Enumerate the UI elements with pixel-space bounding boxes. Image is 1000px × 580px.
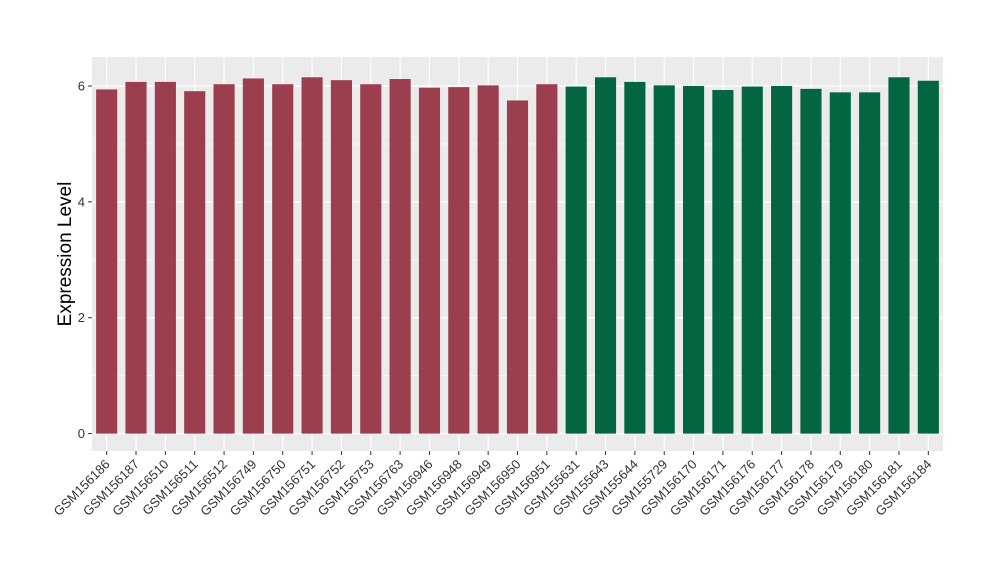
x-axis: GSM156186GSM156187GSM156510GSM156511GSM1… — [51, 451, 934, 519]
y-tick-label: 0 — [78, 426, 85, 441]
bar-GSM156184 — [917, 80, 939, 434]
bar-GSM156186 — [96, 89, 118, 434]
bar-GSM155729 — [653, 85, 675, 434]
bar-GSM156511 — [184, 91, 206, 434]
bar-GSM156512 — [213, 84, 235, 434]
bar-GSM156951 — [536, 84, 558, 434]
bar-GSM156177 — [771, 85, 793, 434]
y-tick-label: 6 — [78, 78, 85, 93]
bar-GSM156950 — [506, 100, 529, 434]
bars — [96, 77, 939, 434]
y-tick-label: 2 — [78, 310, 85, 325]
bar-GSM155631 — [565, 86, 587, 434]
bar-GSM156752 — [330, 80, 352, 434]
bar-GSM156179 — [829, 92, 851, 434]
bar-GSM156751 — [301, 77, 323, 434]
bar-GSM156750 — [272, 84, 294, 434]
bar-GSM156749 — [242, 78, 264, 434]
bar-GSM155644 — [624, 81, 646, 434]
bar-GSM155643 — [594, 77, 617, 434]
bar-GSM156753 — [360, 84, 382, 434]
bar-GSM156510 — [154, 81, 176, 434]
y-axis: 0 2 4 6 — [78, 78, 92, 441]
bar-GSM156181 — [888, 77, 910, 434]
bar-GSM156180 — [859, 92, 881, 434]
bar-GSM156178 — [800, 88, 822, 434]
bar-GSM156949 — [477, 85, 499, 434]
bar-GSM156948 — [448, 87, 470, 434]
bar-GSM156170 — [683, 85, 705, 434]
bar-GSM156946 — [418, 87, 441, 434]
bar-GSM156763 — [389, 79, 411, 434]
y-axis-title: Expression Level — [55, 182, 76, 327]
y-tick-label: 4 — [78, 194, 85, 209]
bar-GSM156171 — [712, 90, 734, 434]
bar-GSM156187 — [125, 81, 147, 434]
bar-GSM156176 — [741, 86, 763, 434]
